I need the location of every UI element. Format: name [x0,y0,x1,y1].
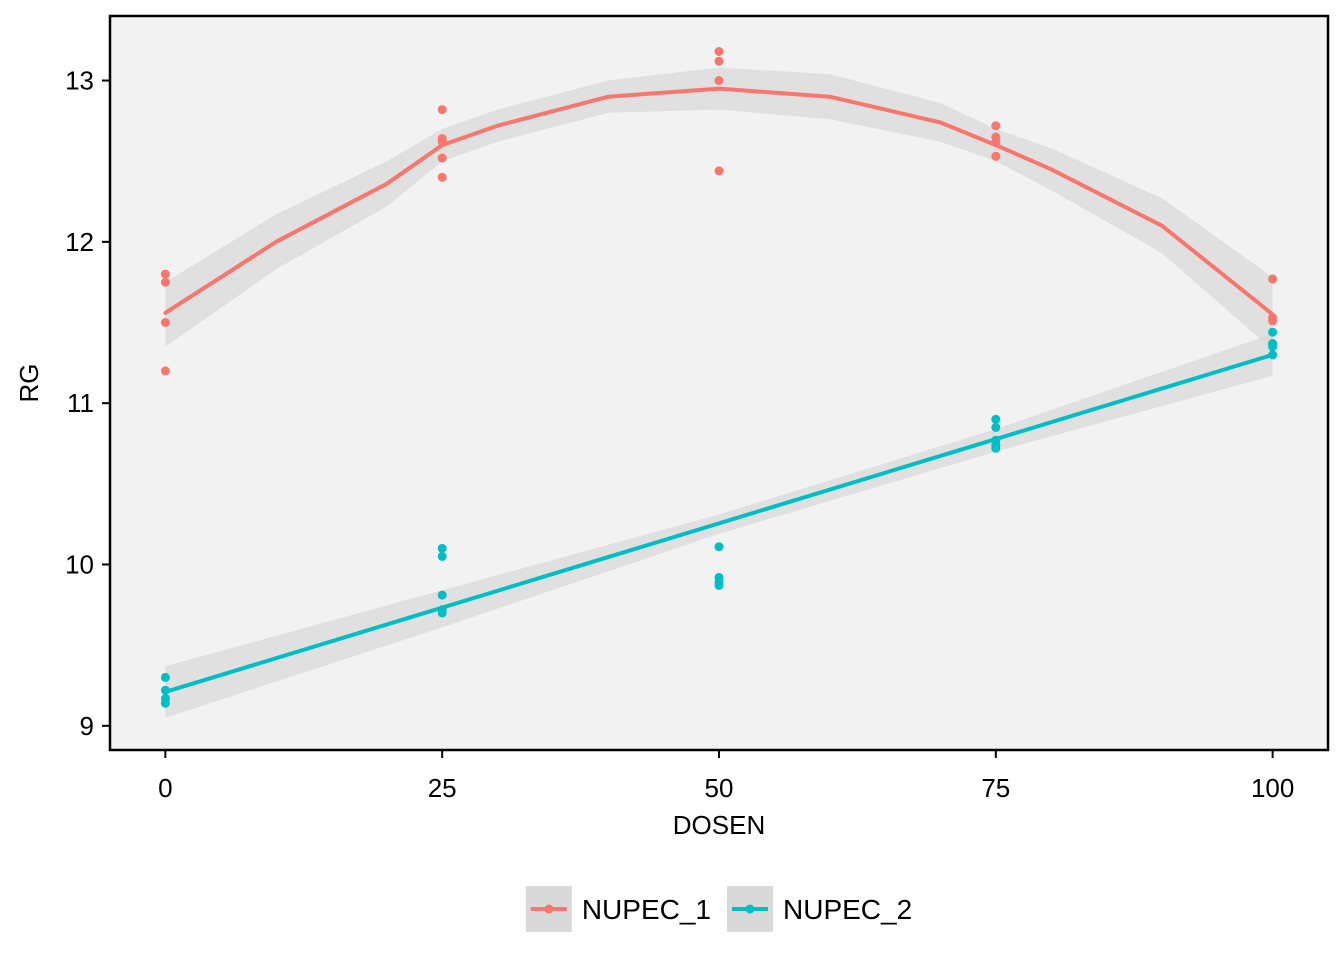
data-point-nupec-1-19 [1268,316,1278,326]
data-point-nupec-2-21 [1268,350,1278,360]
data-point-nupec-1-12 [714,166,724,176]
y-tick-label-11: 11 [67,388,94,418]
data-point-nupec-1-0 [160,269,170,279]
data-point-nupec-2-20 [1268,342,1278,352]
fit-line-nupec-1 [163,86,1275,317]
fit-line-nupec-2 [163,352,1275,694]
data-points [160,47,1278,708]
data-point-nupec-2-14 [991,422,1001,432]
data-point-nupec-2-13 [991,414,1001,424]
data-point-nupec-1-6 [437,137,447,147]
x-tick-label-50: 50 [705,773,734,803]
legend-label-nupec-1: NUPEC_1 [582,894,711,925]
data-point-nupec-2-18 [1268,327,1278,337]
legend-key-point-nupec-1 [544,904,554,914]
data-point-nupec-1-8 [437,172,447,182]
x-tick-label-75: 75 [981,773,1010,803]
data-point-nupec-1-2 [160,318,170,327]
data-point-nupec-2-0 [160,672,170,682]
x-tick-label-0: 0 [158,773,172,803]
x-axis-title: DOSEN [673,810,765,840]
x-tick-label-100: 100 [1251,773,1294,803]
data-point-nupec-1-1 [160,277,170,287]
y-axis: 9 10 11 12 13 [65,66,110,741]
legend-key-point-nupec-2 [745,904,755,914]
data-point-nupec-2-3 [160,698,170,708]
legend-item-nupec-2: NUPEC_2 [727,886,912,932]
data-point-nupec-1-11 [714,76,724,85]
legend: NUPEC_1 NUPEC_2 [525,886,912,932]
data-point-nupec-2-1 [160,685,170,695]
data-point-nupec-1-16 [991,151,1001,161]
data-point-nupec-1-9 [714,47,724,56]
data-point-nupec-1-4 [437,105,447,115]
data-point-nupec-1-17 [1268,274,1278,284]
data-point-nupec-2-9 [714,542,724,552]
data-point-nupec-2-8 [437,608,447,618]
x-tick-label-25: 25 [428,773,457,803]
data-point-nupec-2-17 [991,443,1001,453]
y-tick-label-9: 9 [80,711,94,741]
data-point-nupec-1-10 [714,56,724,66]
data-point-nupec-2-4 [437,543,447,553]
legend-label-nupec-2: NUPEC_2 [783,894,912,925]
data-point-nupec-1-3 [160,366,170,376]
data-point-nupec-2-12 [714,581,724,590]
x-axis: 0 25 50 75 100 [158,750,1294,803]
data-point-nupec-2-5 [437,551,447,561]
y-tick-label-12: 12 [65,227,94,257]
fit-lines [163,86,1275,694]
data-point-nupec-1-7 [437,153,447,163]
y-axis-title: RG [14,364,44,403]
data-point-nupec-2-6 [437,590,447,600]
data-point-nupec-1-15 [991,137,1001,147]
y-tick-label-10: 10 [65,549,94,579]
legend-item-nupec-1: NUPEC_1 [525,886,711,932]
y-tick-label-13: 13 [65,66,94,96]
data-point-nupec-1-13 [991,121,1001,131]
